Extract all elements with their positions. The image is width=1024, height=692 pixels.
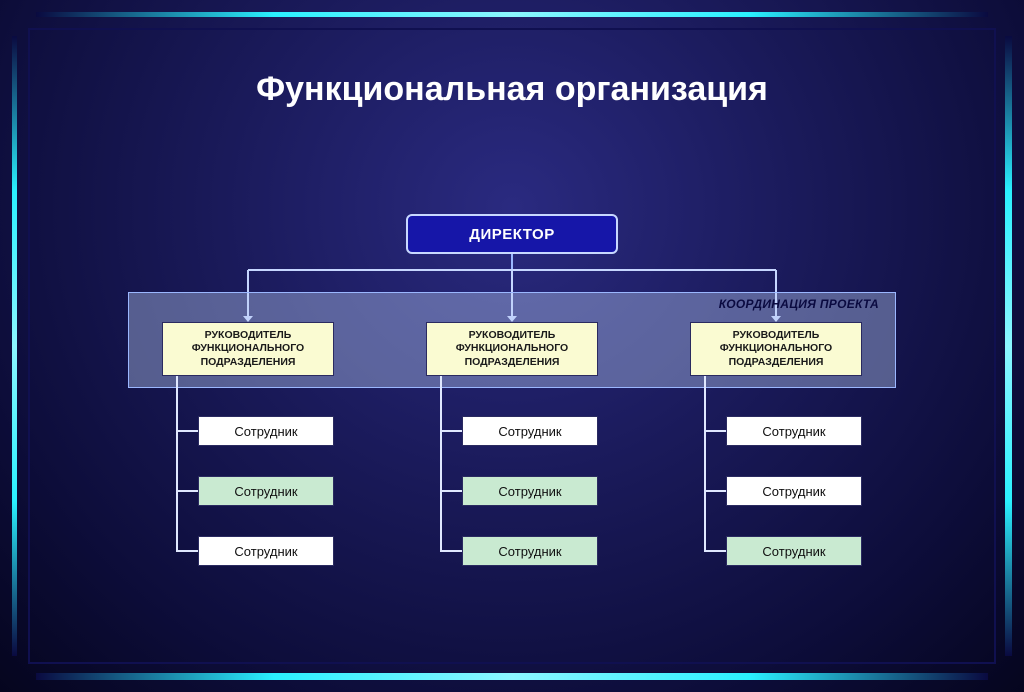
coordination-label: КООРДИНАЦИЯ ПРОЕКТА bbox=[719, 297, 879, 311]
org-node-manager-3: РУКОВОДИТЕЛЬ ФУНКЦИОНАЛЬНОГО ПОДРАЗДЕЛЕН… bbox=[690, 322, 862, 376]
org-node-employee-1-2: Сотрудник bbox=[198, 476, 334, 506]
connector-branch bbox=[176, 550, 198, 552]
connector-branch bbox=[440, 490, 462, 492]
employee-column-1: Сотрудник Сотрудник Сотрудник bbox=[162, 376, 334, 571]
frame-bar-left bbox=[12, 36, 17, 656]
connector-branch bbox=[704, 550, 726, 552]
org-node-manager-1: РУКОВОДИТЕЛЬ ФУНКЦИОНАЛЬНОГО ПОДРАЗДЕЛЕН… bbox=[162, 322, 334, 376]
employee-column-2: Сотрудник Сотрудник Сотрудник bbox=[426, 376, 598, 571]
org-node-employee-3-2: Сотрудник bbox=[726, 476, 862, 506]
employee-column-3: Сотрудник Сотрудник Сотрудник bbox=[690, 376, 862, 571]
org-node-manager-2: РУКОВОДИТЕЛЬ ФУНКЦИОНАЛЬНОГО ПОДРАЗДЕЛЕН… bbox=[426, 322, 598, 376]
org-node-director: ДИРЕКТОР bbox=[406, 214, 618, 254]
connector-director-down bbox=[511, 254, 513, 270]
org-node-employee-2-2: Сотрудник bbox=[462, 476, 598, 506]
org-node-employee-2-1: Сотрудник bbox=[462, 416, 598, 446]
org-node-employee-2-3: Сотрудник bbox=[462, 536, 598, 566]
connector-branch bbox=[176, 430, 198, 432]
org-node-employee-3-1: Сотрудник bbox=[726, 416, 862, 446]
org-node-employee-1-3: Сотрудник bbox=[198, 536, 334, 566]
connector-branch bbox=[176, 490, 198, 492]
frame-bar-top bbox=[36, 12, 988, 17]
connector-branch bbox=[440, 550, 462, 552]
org-node-employee-1-1: Сотрудник bbox=[198, 416, 334, 446]
frame-bar-right bbox=[1005, 36, 1012, 656]
frame-bar-bottom bbox=[36, 673, 988, 680]
connector-spine bbox=[176, 376, 178, 551]
connector-branch bbox=[704, 430, 726, 432]
connector-branch bbox=[440, 430, 462, 432]
slide-title: Функциональная организация bbox=[0, 70, 1024, 109]
org-node-employee-3-3: Сотрудник bbox=[726, 536, 862, 566]
connector-spine bbox=[440, 376, 442, 551]
connector-spine bbox=[704, 376, 706, 551]
connector-branch bbox=[704, 490, 726, 492]
